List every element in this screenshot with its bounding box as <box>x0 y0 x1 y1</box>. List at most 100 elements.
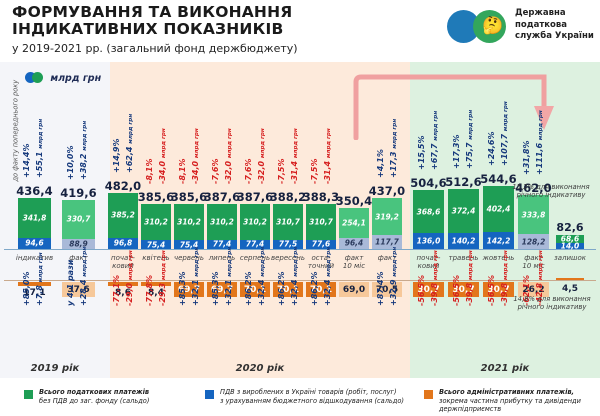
admin-value-label: 4,5 <box>562 284 578 294</box>
bar-value-vat: 96,4 <box>344 238 364 248</box>
admin-value-label: 30,7 <box>487 285 510 295</box>
growth-absolute-label: -31,4 млрд грн <box>323 128 332 184</box>
bar-segment-vat: 96,4 <box>339 237 369 249</box>
legend-text-tax-sub: без ПДВ до заг. фонду (сальдо) <box>39 396 150 405</box>
growth-absolute-value: -32,0 <box>257 160 266 184</box>
growth-percent-label: -8,1% <box>178 158 187 185</box>
bar-value-tax: 310,7 <box>276 217 300 227</box>
bar-segment-tax: 310,2 <box>240 203 270 240</box>
bar-value-tax: 368,6 <box>416 207 441 217</box>
axis-tick-label: жовтень <box>482 254 515 262</box>
bar-segment-vat: 77,4 <box>240 239 270 249</box>
admin-growth-percent-label: +85,3% <box>178 271 187 306</box>
growth-absolute-label: +107,7 млрд грн <box>500 101 509 166</box>
legend-swatch-blue-icon <box>205 390 214 399</box>
axis-tick-label: почат- ковий <box>416 254 441 270</box>
bar-total-label: 387,6 <box>236 189 274 204</box>
admin-growth-percent-label: -56,5% <box>487 274 496 306</box>
admin-value-label: 70,5 <box>375 285 399 295</box>
growth-percent-label: -7,5% <box>310 158 319 184</box>
axis-side-caption: до факту попереднього року <box>11 79 20 182</box>
growth-unit-label: млрд грн <box>128 113 134 144</box>
growth-percent-label: +31,8% <box>522 140 531 176</box>
admin-growth-percent-label: +85,3% <box>211 271 220 306</box>
bar-value-vat: 142,2 <box>486 236 511 246</box>
bar-segment-vat: 77,6 <box>306 239 336 249</box>
bar-total-label: 436,4 <box>16 184 53 199</box>
admin-growth-percent-label: у 4,1 рази <box>66 259 75 306</box>
admin-growth-absolute-value: +32,9 <box>389 279 398 306</box>
bar-value-vat: 77,4 <box>245 239 265 249</box>
growth-absolute-label: +67,7 млрд грн <box>430 111 439 170</box>
bar-stack: 310,7 77,6 <box>306 203 336 249</box>
growth-absolute-label: +17,3 млрд грн <box>389 119 398 178</box>
legend-text-vat-main: ПДВ з вироблених в Україні товарів (робі… <box>220 388 397 396</box>
bar-segment-tax: 310,7 <box>273 203 303 240</box>
bar-value-tax: 310,2 <box>177 217 201 227</box>
bar-segment-tax: 372,4 <box>448 189 479 233</box>
bar-value-vat: 77,6 <box>311 239 331 249</box>
admin-growth-absolute-label: +32,4 млрд грн <box>257 247 266 306</box>
admin-growth-absolute-value: +28,4 <box>79 279 88 306</box>
admin-bar <box>372 282 402 297</box>
growth-absolute-value: +107,7 <box>500 133 509 166</box>
axis-tick-label: травень <box>448 254 479 262</box>
admin-growth-unit-label: млрд грн <box>503 250 509 281</box>
bar-segment-vat: 94,6 <box>18 237 51 249</box>
growth-unit-label: млрд грн <box>468 110 474 141</box>
bar-column: 385,2 96,8 <box>108 192 138 249</box>
admin-value-label: 69,7 <box>177 285 201 295</box>
admin-growth-absolute-label: -39,8 млрд грн <box>430 250 439 306</box>
admin-growth-percent-label: -56,5% <box>452 274 461 306</box>
bar-stack: 68,6 14,0 <box>556 234 584 250</box>
growth-unit-label: млрд грн <box>38 118 44 149</box>
bar-stack: 385,2 96,8 <box>108 192 138 249</box>
bar-stack: 310,7 77,5 <box>273 203 303 249</box>
bar-value-vat: 88,9 <box>69 239 88 249</box>
bar-value-tax: 68,6 <box>560 234 580 244</box>
bar-segment-tax: 333,8 <box>518 195 549 235</box>
admin-bar <box>108 282 138 286</box>
admin-value-label: 69,0 <box>342 285 366 295</box>
admin-growth-absolute-value: +32,1 <box>191 279 200 306</box>
admin-bar <box>207 282 237 297</box>
admin-growth-percent-label: -77,1% <box>112 274 121 306</box>
admin-growth-percent-label: +86,2% <box>310 271 319 306</box>
growth-absolute-value: -34,0 <box>158 161 167 185</box>
page-title: ФОРМУВАННЯ ТА ВИКОНАННЯ ІНДИКАТИВНИХ ПОК… <box>12 3 293 38</box>
axis-tick-label: факт <box>69 254 88 262</box>
bar-segment-vat: 117,7 <box>372 235 402 249</box>
admin-growth-unit-label: млрд грн <box>128 250 134 281</box>
growth-percent-label: -7,6% <box>244 158 253 184</box>
axis-tick-label: індикатив <box>15 254 54 262</box>
admin-value-label: 69,7 <box>210 285 234 295</box>
bar-segment-vat: 88,9 <box>62 238 95 249</box>
year-label-2021: 2021 рік <box>480 363 530 374</box>
bar-value-vat: 77,5 <box>278 239 298 249</box>
growth-absolute-label: +38,2 млрд грн <box>79 121 88 180</box>
bar-total-label: 544,6 <box>480 171 517 186</box>
bar-segment-vat: 77,5 <box>273 239 303 249</box>
axis-tick-label: залишок <box>554 254 586 262</box>
bar-stack: 310,2 77,4 <box>207 203 237 249</box>
bar-total-label: 437,0 <box>368 184 406 199</box>
admin-value-label: 8,6 <box>115 288 131 298</box>
bar-value-tax: 402,4 <box>486 204 511 214</box>
admin-growth-percent-label: -56,5% <box>417 274 426 306</box>
axis-tick-label: факт 10 міс <box>522 254 545 270</box>
trident-icon: 🤔 <box>482 16 504 36</box>
bar-total-label: 350,4 <box>335 194 373 209</box>
bar-baseline <box>4 249 596 250</box>
bar-segment-vat: 142,2 <box>483 232 514 249</box>
admin-growth-absolute-label: -39,8 млрд грн <box>465 250 474 306</box>
admin-growth-unit-label: млрд грн <box>260 246 266 277</box>
bar-column: 310,7 77,6 <box>306 203 336 249</box>
bar-column: 372,4 140,2 <box>448 189 479 249</box>
note-remainder-bottom: 14,8% для виконання річного індикативу <box>513 295 591 312</box>
admin-growth-absolute-label: +32,9 млрд грн <box>389 247 398 306</box>
bar-stack: 330,7 88,9 <box>62 200 95 249</box>
page-subtitle: у 2019-2021 рр. (загальний фонд держбюдж… <box>12 42 298 55</box>
axis-tick-label: почат- ковий <box>111 254 135 270</box>
admin-value-label: 70,1 <box>243 285 267 295</box>
